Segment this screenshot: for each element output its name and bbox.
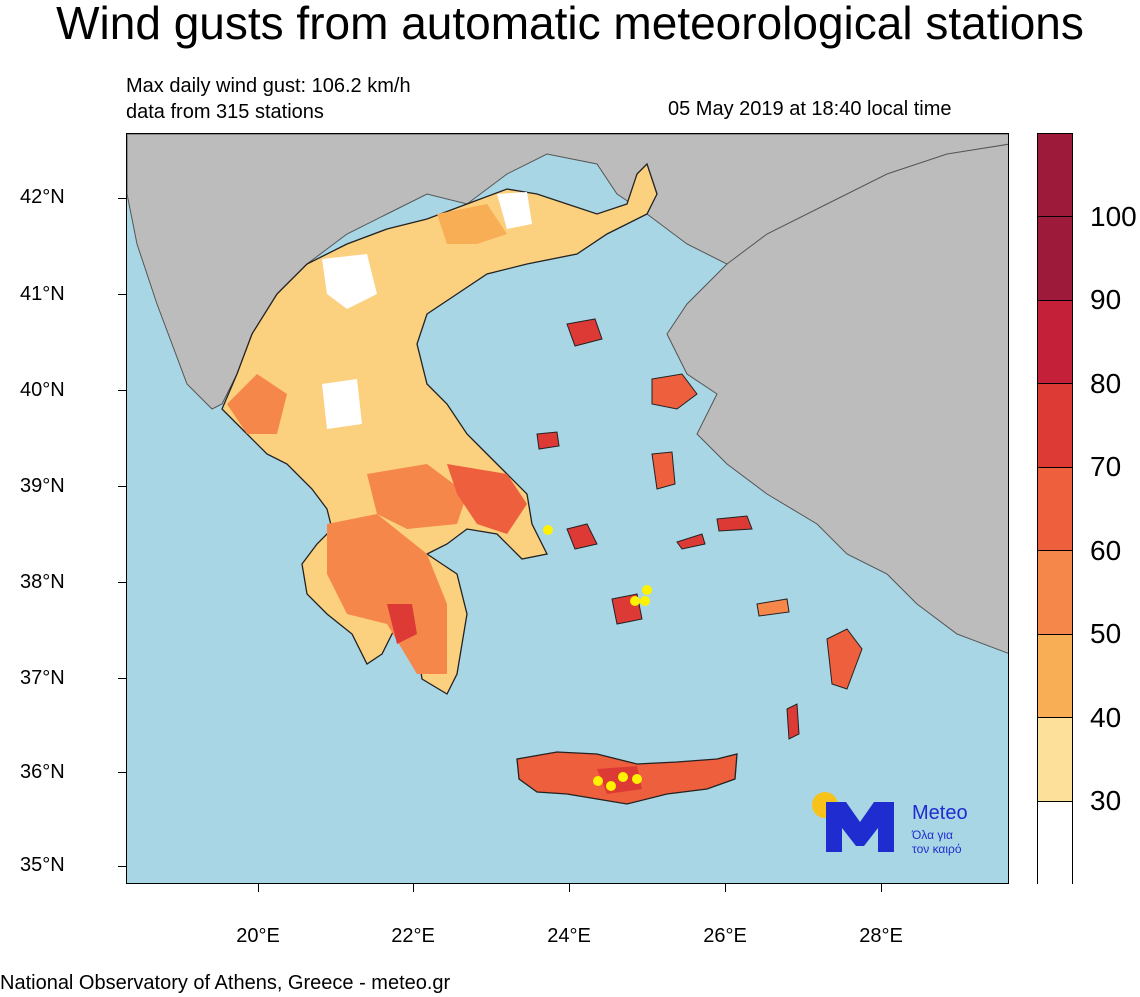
map-canvas	[127, 134, 1008, 883]
wind-gust-map	[126, 133, 1009, 884]
lon-label: 28°E	[859, 925, 903, 947]
lat-label: 37°N	[20, 667, 65, 689]
skyros-island	[536, 431, 560, 450]
meteo-brand: Meteo	[912, 802, 968, 824]
datetime-text: 05 May 2019 at 18:40 local time	[668, 98, 952, 120]
gust-patch-euboea	[447, 464, 527, 534]
lon-tick	[258, 884, 259, 892]
station-marker	[642, 585, 652, 595]
colorbar-segment	[1038, 635, 1072, 718]
lat-label: 38°N	[20, 571, 65, 593]
calm-patch-thrace	[497, 192, 532, 229]
station-marker	[618, 772, 628, 782]
lon-label: 22°E	[391, 925, 435, 947]
map-title: Wind gusts from automatic meteorological…	[56, 0, 1084, 49]
station-marker	[606, 781, 616, 791]
stations-count-text: data from 315 stations	[126, 101, 324, 123]
lat-label: 42°N	[20, 186, 65, 208]
colorbar-segment	[1038, 217, 1072, 301]
calm-patch-macedonia	[322, 254, 377, 309]
lemnos-island	[566, 318, 603, 347]
meteo-logo: Meteo Όλα για τον καιρό	[808, 790, 998, 860]
lat-label: 41°N	[20, 283, 65, 305]
colorbar-segment	[1038, 134, 1072, 217]
lat-tick	[118, 486, 126, 487]
station-marker	[640, 596, 650, 606]
gust-patch-peloponnese-red	[387, 604, 417, 644]
colorbar-segment	[1038, 802, 1072, 885]
colorbar-label: 60	[1090, 535, 1122, 566]
colorbar-segment	[1038, 384, 1072, 468]
colorbar-label: 40	[1090, 702, 1122, 733]
colorbar-label: 50	[1090, 618, 1122, 649]
chios-island	[651, 451, 676, 490]
lon-label: 26°E	[703, 925, 747, 947]
andros-island	[566, 523, 598, 550]
colorbar-label: 90	[1090, 284, 1122, 315]
calm-patch-thessaly	[322, 379, 362, 429]
lon-label: 24°E	[547, 925, 591, 947]
colorbar-label: 100	[1090, 201, 1137, 232]
meteo-logo-mark	[812, 792, 894, 852]
lat-tick	[118, 866, 126, 867]
gust-patch-central	[367, 464, 467, 529]
karpathos-island	[786, 703, 800, 740]
lon-tick	[413, 884, 414, 892]
station-marker	[632, 774, 642, 784]
colorbar-segment	[1038, 718, 1072, 802]
lat-tick	[118, 772, 126, 773]
lat-tick	[118, 390, 126, 391]
meteo-tagline-1: Όλα για	[912, 828, 953, 842]
colorbar-label: 30	[1090, 785, 1122, 816]
lesvos-island	[651, 373, 698, 410]
lat-label: 35°N	[20, 854, 65, 876]
lat-tick	[118, 198, 126, 199]
station-marker	[630, 596, 640, 606]
colorbar-label: 70	[1090, 451, 1122, 482]
kos-island	[756, 598, 790, 617]
lon-tick	[569, 884, 570, 892]
turkey-landmass	[666, 143, 1008, 654]
lat-label: 40°N	[20, 379, 65, 401]
colorbar-segment	[1038, 551, 1072, 635]
colorbar	[1037, 133, 1073, 885]
ikaria-island	[676, 533, 706, 550]
lat-label: 39°N	[20, 475, 65, 497]
lat-tick	[118, 294, 126, 295]
gust-patch-epirus	[227, 374, 287, 434]
lon-label: 20°E	[236, 925, 280, 947]
colorbar-segment	[1038, 301, 1072, 384]
meteo-tagline-2: τον καιρό	[912, 842, 962, 856]
lon-tick	[881, 884, 882, 892]
credit-text: National Observatory of Athens, Greece -…	[0, 972, 451, 994]
gust-patch-thrace	[437, 204, 507, 244]
max-gust-text: Max daily wind gust: 106.2 km/h	[126, 75, 411, 97]
colorbar-segment	[1038, 468, 1072, 551]
lon-tick	[725, 884, 726, 892]
colorbar-label: 80	[1090, 368, 1122, 399]
station-marker	[593, 776, 603, 786]
rhodes-island	[826, 628, 863, 690]
lat-tick	[118, 678, 126, 679]
lat-tick	[118, 582, 126, 583]
station-marker	[543, 525, 553, 535]
lat-label: 36°N	[20, 761, 65, 783]
samos-island	[716, 515, 753, 532]
